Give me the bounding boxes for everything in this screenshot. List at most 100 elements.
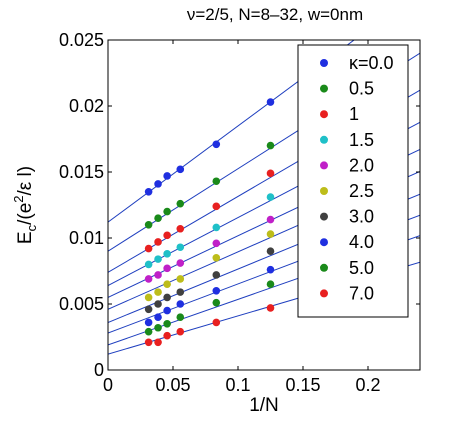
x-tick-label-2: 0.1 [225, 375, 250, 395]
y-axis-ticks: 0 0.005 0.01 0.015 0.02 0.025 [59, 30, 420, 380]
legend-label-6: 3.0 [349, 207, 374, 227]
legend-label-4: 2.0 [349, 155, 374, 175]
data-point-7-1 [154, 313, 162, 322]
data-point-3-2 [163, 250, 171, 258]
data-point-0-3 [176, 165, 185, 174]
chart-title: ν=2/5, N=8–32, w=0nm [187, 5, 363, 24]
data-point-9-1 [154, 338, 162, 347]
y-tick-label-3: 0.015 [59, 162, 104, 182]
data-point-9-5 [266, 304, 275, 312]
x-axis-label: 1/N [249, 395, 279, 416]
data-point-8-2 [163, 320, 171, 328]
x-tick-label-3: 0.15 [285, 375, 320, 395]
y-tick-label-4: 0.02 [69, 96, 104, 116]
legend-marker-7 [320, 238, 328, 247]
data-point-8-3 [176, 313, 185, 322]
data-point-5-4 [212, 253, 221, 262]
data-point-1-0 [144, 221, 153, 229]
legend-label-3: 1.5 [349, 130, 374, 150]
data-point-0-4 [212, 140, 221, 149]
data-point-6-1 [154, 300, 162, 308]
data-point-8-5 [266, 280, 275, 289]
data-point-7-4 [212, 287, 221, 295]
legend-label-1: 0.5 [349, 79, 374, 99]
data-point-4-5 [266, 215, 275, 224]
data-point-7-0 [144, 318, 153, 327]
data-point-5-0 [144, 293, 153, 302]
data-point-4-4 [212, 239, 221, 248]
data-point-4-0 [144, 275, 153, 283]
data-point-6-5 [266, 247, 275, 255]
data-point-1-3 [176, 199, 185, 208]
legend-label-5: 2.5 [349, 181, 374, 201]
data-point-5-1 [154, 288, 162, 296]
x-tick-label-0: 0 [103, 375, 113, 395]
data-point-6-3 [176, 288, 185, 296]
y-axis-label: Ec/(e2/ε l) [11, 166, 39, 244]
legend: κ=0.0 0.5 1 1.5 2.0 2.5 3.0 4.0 5.0 7.0 [297, 44, 409, 318]
y-axis-label-main: E [15, 231, 36, 244]
data-point-8-0 [144, 327, 153, 336]
legend-marker-2 [320, 110, 328, 119]
y-tick-label-1: 0.005 [59, 294, 104, 314]
data-point-5-3 [176, 275, 185, 283]
data-point-2-0 [144, 244, 153, 253]
data-point-2-2 [163, 231, 171, 240]
data-point-0-5 [266, 98, 275, 106]
legend-marker-5 [320, 187, 328, 195]
data-point-1-4 [212, 177, 221, 186]
legend-items: κ=0.0 0.5 1 1.5 2.0 2.5 3.0 4.0 5.0 7.0 [320, 53, 394, 303]
y-tick-label-2: 0.01 [69, 228, 104, 248]
legend-marker-3 [320, 135, 328, 144]
data-point-9-2 [163, 331, 171, 340]
data-point-6-2 [163, 293, 171, 302]
legend-label-2: 1 [349, 104, 359, 124]
data-point-3-5 [266, 193, 275, 201]
data-point-1-2 [163, 207, 171, 216]
data-point-0-2 [163, 172, 171, 180]
data-points [144, 98, 275, 347]
legend-marker-1 [320, 84, 328, 93]
y-axis-label-tail: /(e [15, 203, 36, 225]
data-point-9-4 [212, 318, 221, 327]
data-point-8-1 [154, 323, 162, 332]
x-axis-ticks: 0 0.05 0.1 0.15 0.2 [103, 40, 381, 395]
data-point-1-1 [154, 214, 162, 222]
data-point-7-2 [163, 306, 171, 315]
data-point-0-0 [144, 188, 153, 196]
legend-marker-8 [320, 263, 328, 272]
y-tick-label-5: 0.025 [59, 30, 104, 50]
data-point-5-5 [266, 230, 275, 238]
data-point-7-3 [176, 300, 185, 308]
data-point-9-3 [176, 327, 185, 336]
data-point-9-0 [144, 338, 153, 347]
data-point-4-2 [163, 264, 171, 273]
y-tick-label-0: 0 [94, 360, 104, 380]
data-point-0-1 [154, 180, 162, 188]
data-point-6-0 [144, 305, 153, 314]
data-point-3-4 [212, 223, 221, 232]
data-point-8-4 [212, 298, 221, 307]
x-tick-label-4: 0.2 [355, 375, 380, 395]
legend-marker-4 [320, 161, 328, 170]
legend-marker-9 [320, 289, 328, 298]
legend-label-0: κ=0.0 [349, 53, 394, 73]
legend-label-8: 5.0 [349, 258, 374, 278]
data-point-2-4 [212, 202, 221, 211]
data-point-1-5 [266, 141, 275, 150]
data-point-5-2 [163, 280, 171, 289]
data-point-7-5 [266, 265, 275, 274]
x-tick-label-1: 0.05 [155, 375, 190, 395]
data-point-3-3 [176, 243, 185, 252]
legend-marker-0 [320, 59, 328, 67]
legend-marker-6 [320, 212, 328, 221]
data-point-2-3 [176, 224, 185, 233]
data-point-2-1 [154, 238, 162, 246]
data-point-4-3 [176, 259, 185, 267]
legend-box [297, 44, 409, 318]
data-point-3-1 [154, 255, 162, 263]
legend-label-9: 7.0 [349, 283, 374, 303]
y-axis-label-sub: c [24, 224, 39, 231]
data-point-3-0 [144, 260, 153, 269]
